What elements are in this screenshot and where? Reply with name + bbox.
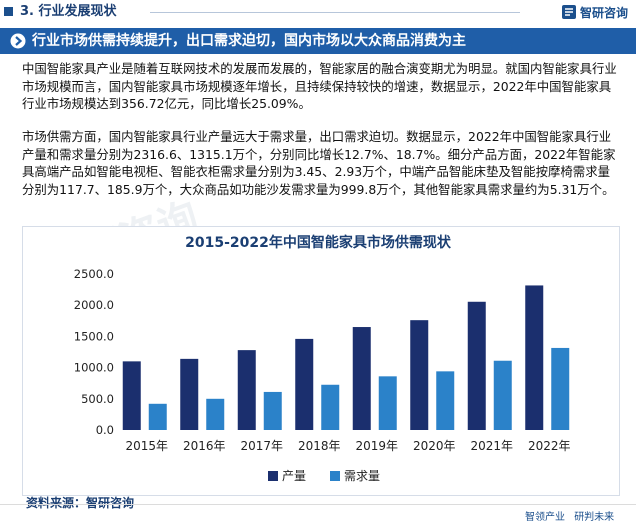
footer-divider: [0, 504, 636, 505]
bar-demand: [436, 371, 455, 430]
x-tick-label: 2017年: [240, 439, 283, 453]
bar-chart: 0.0 500.0 1000.0 1500.0 2000.0 2500.0 2015年 201…: [74, 267, 571, 483]
y-tick-label: 500.0: [81, 392, 114, 406]
y-tick-label: 1000.0: [74, 361, 114, 375]
x-tick-label: 2015年: [125, 439, 168, 453]
bar-demand: [148, 403, 167, 430]
paragraph-market-size: 中国智能家具产业是随着互联网技术的发展而发展的，智能家居的融合演变期尤为明显。就…: [22, 61, 617, 112]
bar-production: [352, 327, 371, 430]
bar-production: [467, 301, 486, 430]
brand: 智研咨询: [561, 3, 628, 21]
x-tick-label: 2016年: [183, 439, 226, 453]
arrow-icon: [10, 33, 26, 49]
top-header: 3. 行业发展现状 智研咨询: [0, 0, 636, 24]
section-title: 3. 行业发展现状: [20, 4, 117, 19]
headline-text: 行业市场供需持续提升，出口需求迫切，国内市场以大众商品消费为主: [32, 33, 466, 49]
bar-demand: [493, 360, 512, 430]
section-marker: [4, 7, 13, 16]
footer-tagline: 智领产业 研判未来: [525, 508, 614, 523]
paragraph-supply-demand: 市场供需方面，国内智能家具行业产量远大于需求量，出口需求迫切。数据显示，2022…: [22, 129, 616, 197]
legend-label: 需求量: [344, 469, 380, 483]
y-tick-label: 1500.0: [74, 329, 114, 343]
x-tick-label: 2019年: [355, 439, 398, 453]
x-tick-label: 2020年: [413, 439, 456, 453]
y-tick-label: 0.0: [96, 423, 114, 437]
x-tick-label: 2021年: [470, 439, 513, 453]
brand-logo-icon: [561, 5, 576, 19]
brand-name: 智研咨询: [579, 5, 628, 20]
bar-production: [410, 320, 429, 430]
legend-label: 产量: [282, 469, 306, 483]
legend-swatch: [268, 471, 278, 481]
bar-production: [295, 338, 314, 430]
tagline-part-2: 研判未来: [574, 512, 615, 523]
y-tick-label: 2500.0: [74, 267, 114, 281]
bar-demand: [206, 398, 225, 430]
chart-frame: [22, 226, 620, 496]
bar-demand: [321, 384, 340, 430]
bar-production: [122, 361, 141, 430]
bar-production: [180, 358, 199, 430]
source-label: 资料来源：智研咨询: [26, 496, 135, 510]
legend-swatch: [330, 471, 340, 481]
header-divider: [150, 12, 520, 13]
x-tick-label: 2022年: [528, 439, 571, 453]
x-tick-label: 2018年: [298, 439, 341, 453]
tagline-part-1: 智领产业: [525, 512, 565, 523]
bar-demand: [263, 391, 282, 430]
headline-banner: 行业市场供需持续提升，出口需求迫切，国内市场以大众商品消费为主: [0, 28, 636, 54]
bar-demand: [378, 376, 397, 430]
bar-demand: [551, 347, 570, 430]
bar-production: [525, 285, 544, 430]
y-tick-label: 2000.0: [74, 298, 114, 312]
bar-production: [237, 350, 256, 430]
chart-title: 2015-2022年中国智能家具市场供需现状: [185, 235, 451, 251]
